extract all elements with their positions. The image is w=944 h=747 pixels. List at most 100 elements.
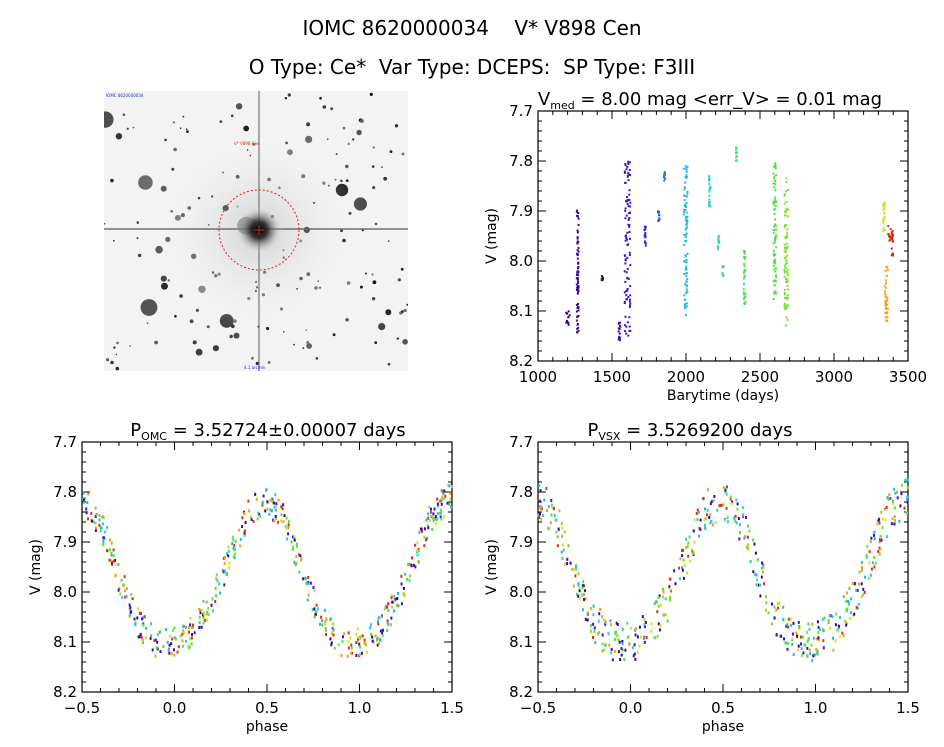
- data-point: [773, 186, 776, 189]
- data-point: [765, 595, 767, 599]
- data-point: [375, 638, 378, 642]
- data-point: [885, 303, 888, 306]
- data-point: [617, 638, 620, 642]
- data-point: [813, 636, 815, 640]
- data-point: [430, 515, 433, 519]
- data-point: [571, 567, 574, 571]
- data-point: [400, 582, 403, 586]
- data-point: [808, 627, 811, 631]
- data-point: [773, 605, 776, 609]
- data-point: [705, 513, 708, 517]
- y-tick-label: 8.1: [509, 302, 533, 320]
- data-point: [273, 519, 276, 523]
- y-tick-label: 7.8: [509, 152, 533, 170]
- data-point: [621, 640, 624, 644]
- data-point: [614, 638, 617, 641]
- data-point: [627, 171, 630, 174]
- data-point: [609, 623, 612, 627]
- data-point: [674, 582, 677, 586]
- data-point: [657, 604, 660, 608]
- data-point: [786, 207, 788, 210]
- data-point: [742, 298, 745, 300]
- data-point: [134, 623, 137, 626]
- data-point: [662, 595, 665, 599]
- data-point: [827, 621, 830, 625]
- data-point: [880, 547, 882, 551]
- data-point: [228, 561, 231, 565]
- data-point: [891, 499, 894, 503]
- data-point: [306, 598, 309, 602]
- data-point: [890, 231, 893, 234]
- data-point: [743, 265, 746, 268]
- data-point: [254, 492, 257, 496]
- data-point: [361, 651, 363, 655]
- data-point: [805, 630, 808, 634]
- data-point: [633, 652, 636, 656]
- data-point: [575, 319, 578, 322]
- data-point: [797, 648, 800, 652]
- data-point: [450, 505, 453, 509]
- chart-title-sub: OMC: [141, 430, 167, 443]
- data-point: [440, 498, 443, 502]
- field-star: [192, 340, 197, 345]
- field-star: [345, 318, 349, 322]
- data-point: [629, 174, 632, 176]
- data-point: [653, 636, 656, 639]
- data-point: [219, 591, 222, 595]
- data-point: [811, 659, 814, 663]
- data-point: [821, 617, 824, 621]
- field-star: [397, 278, 401, 282]
- data-point: [801, 635, 804, 639]
- field-star: [396, 337, 399, 340]
- data-point: [822, 639, 825, 643]
- data-point: [430, 507, 432, 511]
- data-point: [743, 252, 746, 255]
- data-point: [418, 531, 421, 534]
- data-point: [787, 641, 790, 645]
- data-point: [347, 640, 350, 644]
- data-point: [346, 654, 349, 658]
- data-point: [717, 240, 720, 243]
- data-point: [613, 630, 616, 634]
- data-point: [270, 499, 273, 503]
- data-point: [849, 617, 852, 620]
- data-point: [347, 646, 350, 650]
- data-point: [746, 535, 749, 539]
- chart-title-sub: med: [550, 99, 574, 112]
- data-point: [371, 635, 374, 639]
- data-point: [431, 528, 434, 531]
- data-point: [787, 288, 789, 291]
- data-point: [786, 274, 789, 277]
- data-point: [873, 565, 876, 569]
- data-point: [893, 487, 896, 491]
- data-point: [261, 500, 264, 504]
- x-tick-label: 3000: [815, 368, 853, 386]
- data-point: [813, 653, 816, 657]
- data-point: [440, 502, 443, 506]
- data-point: [722, 274, 725, 277]
- data-point: [668, 577, 671, 581]
- data-point: [745, 545, 748, 549]
- y-tick-label: 7.9: [53, 533, 77, 551]
- data-point: [618, 335, 621, 338]
- y-axis-label: V (mag): [484, 208, 500, 264]
- field-star: [293, 343, 295, 346]
- field-star: [136, 221, 139, 223]
- data-point: [149, 636, 152, 640]
- data-point: [883, 203, 886, 206]
- data-point: [757, 583, 760, 587]
- data-point: [610, 651, 612, 655]
- data-point: [685, 280, 688, 283]
- data-point: [831, 615, 834, 619]
- data-point: [638, 625, 641, 629]
- data-point: [123, 575, 126, 579]
- data-point: [783, 269, 786, 272]
- data-point: [427, 512, 429, 516]
- data-point: [381, 631, 384, 635]
- data-point: [181, 639, 184, 643]
- data-point: [707, 488, 710, 492]
- data-point: [627, 223, 630, 226]
- data-point: [551, 505, 554, 509]
- data-point: [117, 588, 120, 592]
- data-point: [662, 590, 665, 594]
